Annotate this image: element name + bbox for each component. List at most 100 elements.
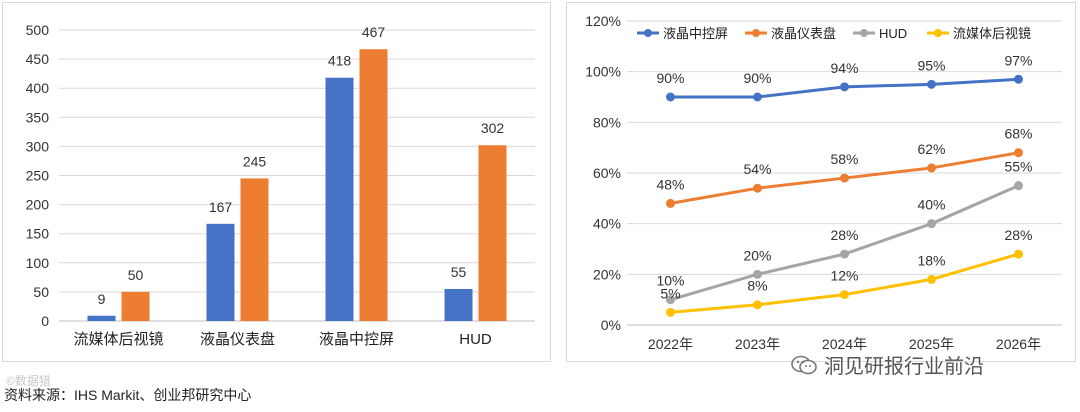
category-label: 流媒体后视镜 bbox=[73, 330, 163, 348]
corner-watermark: ©数据猎 bbox=[6, 374, 51, 388]
data-label: 97% bbox=[1004, 52, 1032, 68]
data-label: 20% bbox=[743, 247, 771, 263]
data-point bbox=[927, 219, 936, 229]
data-point bbox=[753, 183, 762, 193]
bar-value-label: 50 bbox=[128, 267, 144, 283]
legend-label: 液晶仪表盘 bbox=[771, 26, 836, 41]
legend-marker bbox=[644, 29, 652, 37]
y-tick-label: 150 bbox=[26, 226, 50, 242]
data-label: 18% bbox=[917, 252, 945, 268]
bar bbox=[325, 77, 354, 321]
y-tick-label: 40% bbox=[593, 216, 621, 232]
data-point bbox=[840, 82, 849, 92]
bar-value-label: 55 bbox=[451, 264, 467, 280]
data-label: 8% bbox=[747, 278, 767, 294]
data-label: 48% bbox=[656, 176, 684, 192]
bar bbox=[444, 288, 473, 321]
data-point bbox=[1014, 181, 1023, 191]
y-tick-label: 100% bbox=[585, 64, 621, 80]
data-label: 94% bbox=[830, 60, 858, 76]
y-tick-label: 500 bbox=[26, 22, 50, 38]
data-label: 12% bbox=[830, 268, 858, 284]
x-tick-label: 2024年 bbox=[822, 336, 867, 352]
category-label: HUD bbox=[459, 331, 492, 348]
y-tick-label: 100 bbox=[26, 255, 50, 271]
data-label: 5% bbox=[660, 285, 680, 301]
y-tick-label: 60% bbox=[593, 165, 621, 181]
data-point bbox=[1014, 249, 1023, 259]
line-chart-panel: 0% 20% 40% 60% 80% 100% 120% 2022年 2023年 2024年 202… bbox=[566, 2, 1076, 362]
category-label: 液晶中控屏 bbox=[319, 331, 394, 348]
data-label: 58% bbox=[830, 151, 858, 167]
legend-label: 液晶中控屏 bbox=[663, 26, 728, 41]
bar-chart-panel: 0 50 100 150 200 250 300 350 400 450 500 9 50 流媒体后视镜 1… bbox=[2, 2, 551, 362]
legend-marker bbox=[934, 29, 942, 37]
x-tick-label: 2023年 bbox=[735, 336, 780, 352]
y-tick-label: 400 bbox=[26, 80, 50, 96]
data-point bbox=[753, 269, 762, 279]
watermark-text: 洞见研报行业前沿 bbox=[824, 356, 984, 378]
y-tick-label: 300 bbox=[26, 138, 50, 154]
data-label: 28% bbox=[830, 227, 858, 243]
bar-chart: 0 50 100 150 200 250 300 350 400 450 500 9 50 流媒体后视镜 1… bbox=[26, 22, 535, 348]
bar bbox=[359, 49, 388, 322]
x-tick-label: 2022年 bbox=[648, 336, 693, 352]
data-point bbox=[1014, 74, 1023, 84]
bar-value-label: 467 bbox=[362, 24, 386, 40]
bar bbox=[121, 291, 150, 321]
data-point bbox=[927, 274, 936, 284]
data-point bbox=[753, 92, 762, 102]
y-tick-label: 50 bbox=[33, 284, 49, 300]
category-label: 液晶仪表盘 bbox=[200, 330, 275, 348]
data-label: 28% bbox=[1004, 227, 1032, 243]
data-label: 68% bbox=[1004, 126, 1032, 142]
source-note: 资料来源：IHS Markit、创业邦研究中心 bbox=[4, 387, 252, 403]
x-tick-label: 2026年 bbox=[996, 336, 1041, 352]
data-label: 90% bbox=[656, 70, 684, 86]
y-tick-label: 120% bbox=[585, 13, 621, 29]
bar-value-label: 9 bbox=[98, 291, 106, 307]
data-point bbox=[840, 173, 849, 183]
data-label: 95% bbox=[917, 57, 945, 73]
y-tick-label: 250 bbox=[26, 168, 50, 184]
data-point bbox=[840, 249, 849, 259]
watermark: 洞见研报行业前沿 bbox=[790, 350, 984, 379]
data-label: 40% bbox=[917, 197, 945, 213]
data-point bbox=[840, 290, 849, 300]
bar-value-label: 167 bbox=[209, 199, 233, 215]
data-point bbox=[666, 307, 675, 317]
legend-label: HUD bbox=[879, 26, 907, 41]
bar bbox=[87, 315, 116, 321]
legend-marker bbox=[860, 29, 868, 37]
bar-value-label: 302 bbox=[481, 120, 505, 136]
y-tick-label: 0% bbox=[601, 317, 621, 333]
y-tick-label: 80% bbox=[593, 114, 621, 130]
data-label: 55% bbox=[1004, 159, 1032, 175]
data-point bbox=[927, 79, 936, 89]
data-point bbox=[666, 92, 675, 102]
y-tick-label: 0 bbox=[41, 313, 49, 329]
data-label: 10% bbox=[656, 273, 684, 289]
bar bbox=[206, 223, 235, 321]
y-tick-label: 20% bbox=[593, 266, 621, 282]
y-tick-label: 200 bbox=[26, 197, 50, 213]
data-label: 62% bbox=[917, 141, 945, 157]
y-tick-label: 350 bbox=[26, 109, 50, 125]
y-tick-label: 450 bbox=[26, 51, 50, 67]
data-point bbox=[666, 295, 675, 305]
data-label: 54% bbox=[743, 161, 771, 177]
bar-value-label: 418 bbox=[328, 53, 352, 69]
line-chart: 0% 20% 40% 60% 80% 100% 120% 2022年 2023年 2024年 202… bbox=[585, 13, 1062, 352]
wechat-icon bbox=[791, 355, 817, 374]
legend-label: 流媒体后视镜 bbox=[953, 26, 1031, 41]
bar bbox=[240, 178, 269, 321]
data-point bbox=[753, 300, 762, 310]
data-point bbox=[1014, 148, 1023, 158]
bar bbox=[478, 145, 507, 321]
x-tick-label: 2025年 bbox=[909, 336, 954, 352]
data-label: 90% bbox=[743, 70, 771, 86]
data-point bbox=[927, 163, 936, 173]
legend-marker bbox=[752, 29, 760, 37]
data-point bbox=[666, 198, 675, 208]
bar-value-label: 245 bbox=[243, 153, 267, 169]
